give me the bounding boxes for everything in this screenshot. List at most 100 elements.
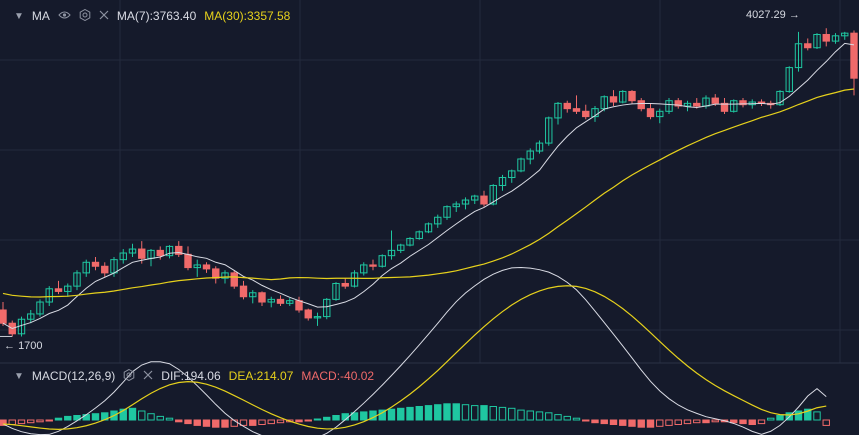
macd-bar-up	[415, 406, 423, 421]
candle-down	[480, 195, 488, 205]
candle-down	[202, 264, 211, 270]
candle-up	[267, 298, 275, 303]
macd-bar-up	[64, 415, 72, 421]
candle-up	[730, 100, 738, 112]
macd-bar-down	[683, 419, 692, 425]
gear-icon[interactable]	[79, 8, 91, 24]
candle-down	[711, 97, 719, 104]
chevron-down-icon[interactable]: ▼	[14, 10, 24, 22]
candle-down	[637, 100, 645, 110]
candle-up	[535, 142, 544, 152]
ma30-value: MA(30):3357.58	[204, 9, 291, 23]
macd-histogram	[0, 403, 830, 428]
macd-bar-up	[323, 416, 331, 421]
candle-up	[656, 110, 664, 118]
low-price-marker: ← 1700	[4, 340, 43, 352]
candle-up	[64, 285, 72, 292]
candle-up	[415, 231, 423, 239]
chevron-down-icon[interactable]: ▼	[14, 370, 24, 382]
macd-bar-up	[397, 407, 405, 421]
macd-bar-up	[313, 418, 322, 421]
macd-bar-down	[637, 419, 645, 428]
candle-up	[434, 216, 442, 225]
macd-bar-down	[711, 419, 719, 423]
candle-down	[739, 100, 747, 106]
macd-bar-up	[535, 411, 544, 421]
macd-bar-up	[526, 410, 534, 421]
macd-bar-up	[406, 406, 414, 421]
macd-bar-down	[212, 419, 220, 428]
macd-bar-up	[776, 415, 784, 421]
macd-bar-up	[91, 413, 100, 421]
candle-up	[591, 108, 599, 118]
candle-down	[212, 268, 220, 279]
macd-bar-up	[119, 408, 127, 421]
high-price-marker: 4027.29 →	[746, 9, 800, 21]
low-price-value: 1700	[18, 340, 43, 352]
candle-up	[841, 32, 849, 37]
candle-down	[0, 309, 7, 324]
candle-up	[193, 264, 201, 269]
macd-bar-down	[239, 419, 248, 426]
indicator-name[interactable]: MA	[31, 9, 50, 23]
macd-bar-up	[332, 415, 340, 421]
candle-up	[323, 298, 331, 318]
candle-up	[332, 282, 340, 300]
candle-down	[563, 102, 571, 110]
candle-down	[91, 261, 100, 267]
candle-down	[341, 282, 349, 287]
macd-bar-up	[165, 417, 174, 421]
macd-bar-up	[128, 407, 137, 421]
gear-icon[interactable]	[123, 368, 135, 384]
macd-bar-up	[813, 411, 821, 421]
candle-down	[720, 102, 729, 112]
dea-line	[2, 285, 827, 430]
macd-bar-up	[572, 417, 581, 421]
candle-up	[461, 199, 470, 205]
close-icon[interactable]	[143, 369, 153, 383]
macd-bar-down	[8, 419, 16, 425]
macd-bar-down	[36, 419, 44, 423]
macd-bar-up	[434, 404, 442, 421]
macd-bar-down	[609, 419, 618, 425]
candle-up	[831, 35, 840, 42]
macd-bar-up	[452, 403, 460, 421]
macd-bar-down	[665, 419, 673, 426]
candle-up	[794, 43, 803, 69]
candle-up	[424, 223, 433, 233]
candle-up	[119, 252, 127, 261]
macd-bar-down	[221, 419, 229, 428]
candle-up	[286, 300, 294, 304]
candle-down	[276, 298, 285, 304]
dea-value: DEA:214.07	[228, 369, 294, 383]
macd-bar-down	[739, 419, 747, 425]
macd-bar-down	[702, 419, 710, 424]
macd-bar-up	[147, 413, 155, 421]
candle-down	[295, 300, 303, 311]
candle-down	[850, 32, 858, 79]
candle-up	[27, 313, 35, 320]
macd-bar-up	[387, 408, 396, 421]
candle-up	[665, 100, 673, 112]
macd-bar-up	[563, 415, 571, 421]
macd-indicator-name[interactable]: MACD(12,26,9)	[31, 369, 116, 383]
macd-bar-up	[54, 417, 63, 421]
eye-icon[interactable]	[58, 9, 71, 23]
candle-up	[517, 158, 525, 172]
macd-bar-down	[730, 419, 738, 424]
macd-bar-down	[600, 419, 608, 425]
macd-bar-down	[628, 419, 636, 427]
macd-bar-up	[350, 412, 359, 421]
macd-bar-up	[508, 407, 516, 421]
high-price-value: 4027.29	[746, 9, 786, 21]
ma7-line	[2, 42, 855, 330]
macd-bar-up	[156, 415, 164, 421]
dif-value: DIF:194.06	[161, 369, 221, 383]
macd-bar-down	[674, 419, 682, 425]
macd-bar-down	[591, 419, 599, 424]
candle-up	[82, 261, 90, 274]
close-icon[interactable]	[99, 9, 109, 23]
macd-bar-down	[693, 419, 701, 424]
candle-up	[443, 206, 451, 218]
